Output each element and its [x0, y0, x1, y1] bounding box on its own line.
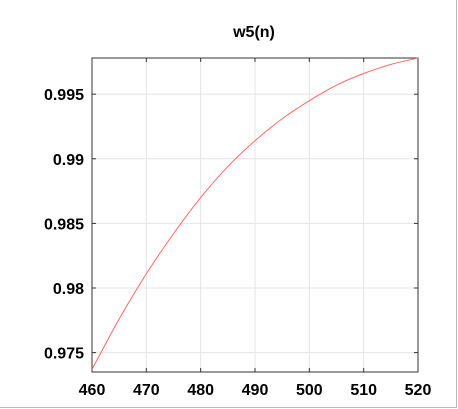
x-tick-label: 520: [405, 382, 432, 399]
y-tick-label: 0.995: [44, 87, 84, 104]
y-tick-label: 0.99: [53, 152, 84, 169]
chart-title: w5(n): [232, 24, 275, 41]
y-axis: 0.975 0.98 0.985 0.99 0.995: [44, 87, 418, 363]
x-tick-label: 480: [187, 382, 214, 399]
x-tick-label: 510: [350, 382, 377, 399]
grid: [92, 58, 418, 372]
series-group: [91, 57, 419, 370]
series-line: [91, 57, 419, 370]
x-tick-label: 500: [296, 382, 323, 399]
x-axis: 460 470 480 490 500 510 520: [79, 58, 432, 399]
y-tick-label: 0.975: [44, 346, 84, 363]
x-tick-label: 490: [242, 382, 269, 399]
y-tick-label: 0.985: [44, 216, 84, 233]
y-tick-label: 0.98: [53, 281, 84, 298]
x-tick-label: 470: [133, 382, 160, 399]
x-tick-label: 460: [79, 382, 106, 399]
